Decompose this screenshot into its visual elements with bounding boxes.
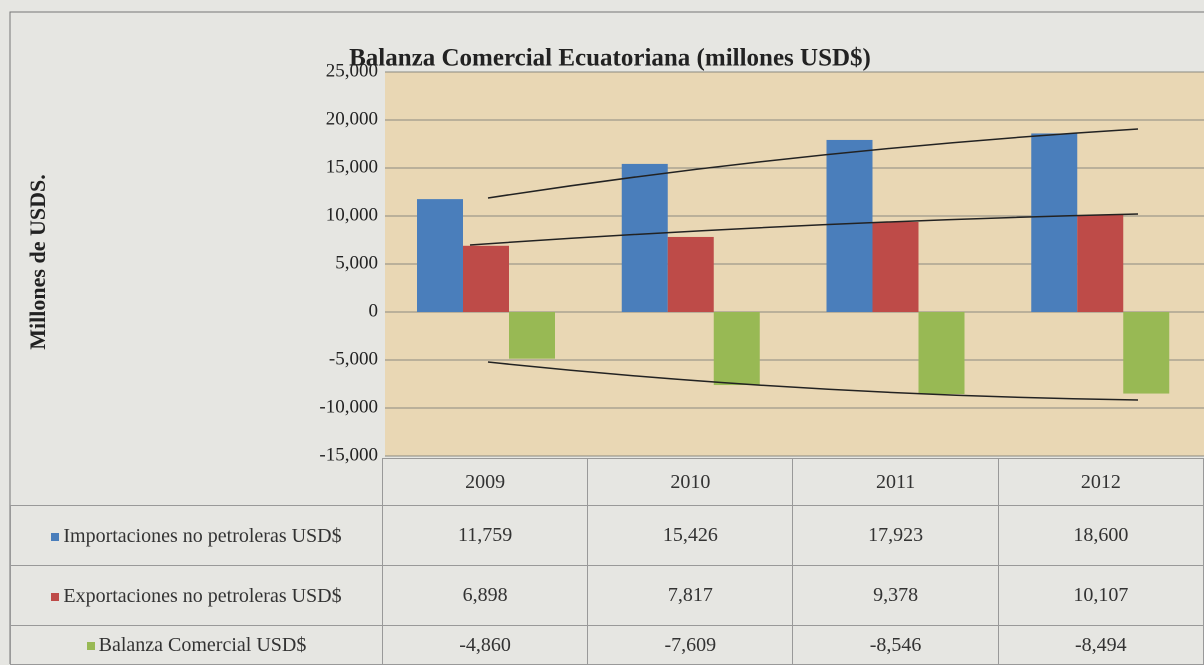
series-row: Exportaciones no petroleras USD$ 6,898 7,8… [10, 565, 1204, 626]
trend-line [469, 213, 1139, 246]
category-label: 2010 [587, 458, 794, 506]
legend-label: Balanza Comercial USD$ [98, 634, 307, 656]
legend-swatch [51, 532, 60, 541]
value-label: 10,107 [997, 565, 1204, 626]
value-label: 7,817 [587, 565, 794, 626]
bar [1077, 214, 1124, 312]
legend-label: Exportaciones no petroleras USD$ [63, 584, 342, 607]
value-label: 9,378 [792, 565, 999, 626]
y-tick-label: 25,000 [326, 60, 378, 81]
legend-swatch [86, 642, 95, 651]
legend-swatch [51, 592, 60, 601]
bar [463, 245, 509, 312]
bar [713, 312, 760, 386]
legend-cell: Exportaciones no petroleras USD$ [10, 565, 383, 626]
bar [1031, 133, 1078, 312]
bar [621, 163, 668, 312]
chart-border [9, 11, 1204, 664]
legend-cell: Balanza Comercial USD$ [10, 625, 383, 665]
bars [385, 71, 1204, 457]
value-label: -4,860 [381, 625, 589, 665]
chart-title: Balanza Comercial Ecuatoriana (millones … [349, 45, 871, 72]
bar [417, 199, 463, 312]
y-tick-label: 15,000 [326, 156, 378, 177]
data-table: 2009 2010 2011 2012 Importaciones no petrole… [10, 458, 1204, 665]
legend-label: Importaciones no petroleras USD$ [63, 524, 342, 547]
bar [667, 236, 714, 312]
bar [872, 221, 919, 312]
bar [918, 312, 965, 395]
legend-cell: Importaciones no petroleras USD$ [10, 505, 383, 566]
value-label: 11,759 [381, 505, 589, 566]
y-tick-label: 5,000 [335, 252, 378, 273]
category-label: 2009 [381, 458, 589, 506]
y-tick-label: 10,000 [326, 204, 378, 225]
value-label: 15,426 [587, 505, 794, 566]
value-label: -7,609 [587, 625, 794, 665]
value-label: 17,923 [792, 505, 999, 566]
bar [1123, 312, 1170, 394]
series-row: Balanza Comercial USD$ -4,860 -7,609 -8,546… [10, 625, 1204, 665]
value-label: -8,546 [792, 625, 999, 665]
series-row: Importaciones no petroleras USD$ 11,759 15… [10, 505, 1204, 566]
trend-line [487, 128, 1139, 199]
value-label: 6,898 [381, 565, 589, 626]
trend-line [487, 361, 1139, 401]
value-label: -8,494 [997, 625, 1204, 665]
y-tick-label: 0 [369, 300, 379, 321]
bar [509, 312, 555, 359]
bar [826, 139, 873, 312]
y-axis-label: Millones de USDS. [25, 174, 50, 349]
y-tick-label: -5,000 [329, 348, 378, 369]
value-label: 18,600 [997, 505, 1204, 566]
category-label: 2011 [792, 458, 999, 506]
y-tick-label: 20,000 [326, 108, 378, 129]
y-tick-label: -10,000 [319, 396, 378, 417]
category-label: 2012 [997, 458, 1204, 506]
header-row: 2009 2010 2011 2012 [11, 458, 1204, 506]
corner-cell [11, 459, 383, 506]
y-tick-label: -15,000 [319, 444, 378, 465]
